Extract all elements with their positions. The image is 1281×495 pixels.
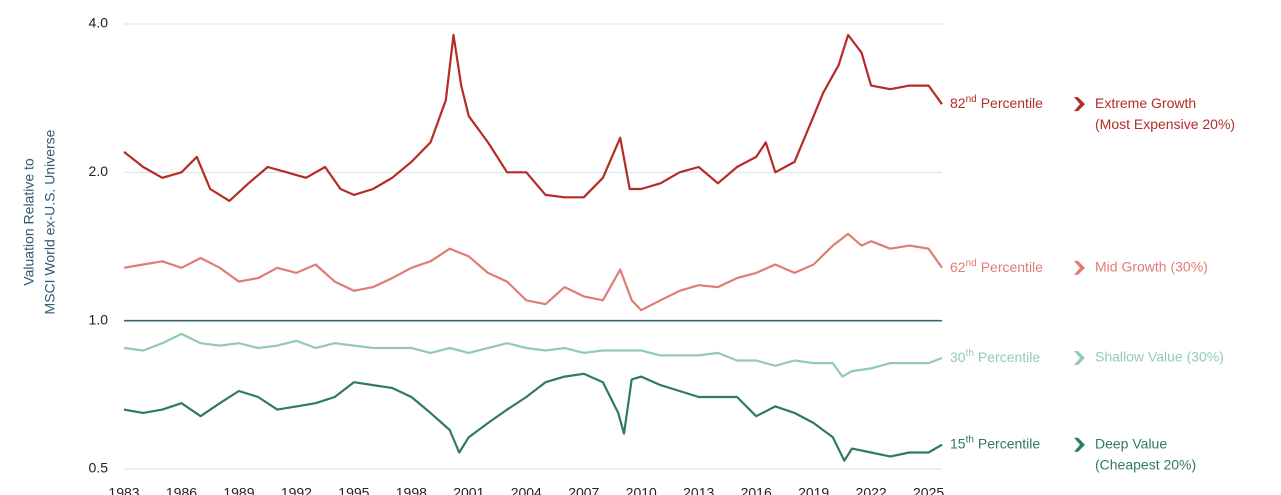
percentile-rank: 82 bbox=[950, 95, 966, 111]
x-tick-label: 2019 bbox=[798, 485, 829, 495]
percentile-label: 30th Percentile bbox=[950, 348, 1040, 365]
percentile-label: 82nd Percentile bbox=[950, 94, 1043, 111]
series-line bbox=[123, 372, 943, 462]
percentile-word: Percentile bbox=[981, 95, 1043, 111]
y-tick-label: 2.0 bbox=[89, 163, 109, 179]
legend-label: (Most Expensive 20%) bbox=[1095, 116, 1235, 132]
x-tick-label: 2004 bbox=[511, 485, 542, 495]
y-tick-label: 0.5 bbox=[89, 460, 109, 476]
legend-label: (Cheapest 20%) bbox=[1095, 456, 1196, 472]
x-tick-label: 2016 bbox=[741, 485, 772, 495]
percentile-suffix: nd bbox=[966, 94, 977, 105]
series-line bbox=[123, 33, 943, 202]
chevron bbox=[1074, 350, 1085, 365]
percentile-suffix: th bbox=[966, 434, 974, 445]
y-tick-label: 1.0 bbox=[89, 311, 109, 327]
series-line bbox=[123, 332, 943, 378]
y-axis-label: MSCI World ex-U.S. Universe bbox=[42, 129, 58, 314]
x-tick-label: 2001 bbox=[453, 485, 484, 495]
x-tick-label: 1992 bbox=[281, 485, 312, 495]
x-tick-label: 2022 bbox=[856, 485, 887, 495]
x-tick-label: 1998 bbox=[396, 485, 427, 495]
x-tick-label: 1986 bbox=[166, 485, 197, 495]
x-tick-label: 1995 bbox=[338, 485, 369, 495]
percentile-word: Percentile bbox=[978, 349, 1040, 365]
y-axis-label: Valuation Relative to bbox=[21, 158, 37, 286]
percentile-rank: 15 bbox=[950, 435, 966, 451]
percentile-word: Percentile bbox=[978, 435, 1040, 451]
percentile-suffix: nd bbox=[966, 257, 977, 268]
x-tick-label: 2010 bbox=[626, 485, 657, 495]
legend-label: Shallow Value (30%) bbox=[1095, 349, 1224, 365]
x-tick-label: 2007 bbox=[568, 485, 599, 495]
x-tick-label: 2013 bbox=[683, 485, 714, 495]
x-tick-label: 1983 bbox=[108, 485, 139, 495]
x-tick-label: 2025 bbox=[913, 485, 944, 495]
chevron bbox=[1074, 97, 1085, 112]
percentile-word: Percentile bbox=[981, 259, 1043, 275]
percentile-rank: 30 bbox=[950, 349, 966, 365]
legend-label: Extreme Growth bbox=[1095, 95, 1196, 111]
chevron bbox=[1074, 437, 1085, 452]
legend-label: Deep Value bbox=[1095, 435, 1167, 451]
chevron bbox=[1074, 260, 1085, 275]
percentile-suffix: th bbox=[966, 348, 974, 359]
x-tick-label: 1989 bbox=[223, 485, 254, 495]
percentile-rank: 62 bbox=[950, 259, 966, 275]
y-tick-label: 4.0 bbox=[89, 15, 109, 31]
series-line bbox=[123, 232, 943, 312]
percentile-label: 62nd Percentile bbox=[950, 257, 1043, 274]
legend-label: Mid Growth (30%) bbox=[1095, 259, 1208, 275]
percentile-label: 15th Percentile bbox=[950, 434, 1040, 451]
